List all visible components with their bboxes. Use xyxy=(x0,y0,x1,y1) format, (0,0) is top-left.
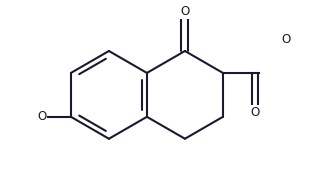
Text: O: O xyxy=(311,66,312,79)
Text: O: O xyxy=(281,33,290,46)
Text: O: O xyxy=(180,5,190,18)
Text: O: O xyxy=(37,110,46,123)
Text: O: O xyxy=(250,106,260,119)
